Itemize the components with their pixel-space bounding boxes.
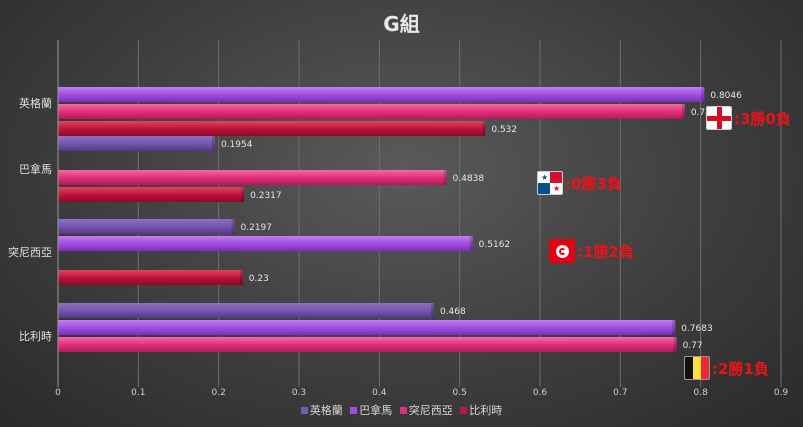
bar-tunisia-england — [58, 104, 685, 119]
england-record-badge: :3勝0負 — [706, 106, 791, 130]
bar-end-shade — [430, 303, 434, 318]
bar-tunisia-belgium — [58, 337, 677, 352]
bar-end-shade — [681, 104, 685, 119]
x-tick-label: 0.7 — [613, 388, 627, 398]
legend-item-panama: 巴拿馬 — [350, 402, 392, 418]
legend-item-tunisia: 突尼西亞 — [399, 402, 453, 418]
data-label: 0.468 — [440, 307, 466, 317]
bar-england-belgium — [58, 303, 434, 318]
data-label: 0.4838 — [453, 174, 485, 184]
bar-end-shade — [482, 121, 486, 136]
category-label: 巴拿馬 — [19, 162, 52, 176]
bar-panama-tunisia — [58, 236, 473, 251]
data-label: 0.532 — [491, 125, 517, 135]
data-label: 0.8046 — [710, 91, 742, 101]
bar-end-shade — [672, 320, 676, 335]
bar-end-shade — [231, 219, 235, 234]
bar-end-shade — [673, 337, 677, 352]
x-tick-label: 0.9 — [774, 388, 789, 398]
bar-end-shade — [469, 236, 473, 251]
bar-end-shade — [211, 136, 215, 151]
panama-record-badge: ★ ★ :0勝3負 — [537, 171, 622, 195]
bar-panama-england — [58, 87, 705, 102]
belgium-record-text: :2勝1負 — [712, 359, 769, 378]
bar-england-panama — [58, 136, 215, 151]
bar-tunisia-panama — [58, 170, 447, 185]
panama-record-text: :0勝3負 — [565, 174, 622, 193]
data-label: 0.23 — [249, 274, 269, 284]
belgium-flag-icon — [684, 356, 710, 380]
bar-end-shade — [701, 87, 705, 102]
category-label: 突尼西亞 — [8, 245, 52, 259]
data-label: 0.2197 — [240, 223, 272, 233]
belgium-record-badge: :2勝1負 — [684, 356, 769, 380]
x-tick-label: 0.6 — [533, 388, 548, 398]
category-label: 比利時 — [19, 330, 52, 343]
x-tick-label: 0.3 — [292, 388, 306, 398]
legend: 英格蘭 巴拿馬 突尼西亞 比利時 — [0, 402, 803, 418]
bar-belgium-england — [58, 121, 486, 136]
bar-end-shade — [443, 170, 447, 185]
tunisia-record-badge: :1勝2負 — [549, 239, 634, 263]
panama-flag-icon: ★ ★ — [537, 171, 563, 195]
bar-belgium-tunisia — [58, 270, 243, 285]
x-tick-label: 0.2 — [212, 388, 226, 398]
x-tick-label: 0.1 — [131, 388, 145, 398]
data-label: 0.7683 — [681, 324, 713, 334]
x-tick-label: 0.8 — [694, 388, 709, 398]
x-tick-label: 0.5 — [453, 388, 467, 398]
bar-belgium-panama — [58, 187, 245, 202]
england-flag-icon — [706, 106, 732, 130]
legend-item-belgium: 比利時 — [460, 402, 502, 418]
bar-panama-belgium — [58, 320, 676, 335]
tunisia-flag-icon — [549, 239, 575, 263]
tunisia-record-text: :1勝2負 — [577, 242, 634, 261]
data-label: 0.2317 — [250, 191, 281, 201]
category-label: 英格蘭 — [19, 96, 52, 110]
bar-end-shade — [239, 270, 243, 285]
data-label: 0.1954 — [221, 140, 253, 150]
legend-item-england: 英格蘭 — [300, 402, 343, 418]
data-label: 0.5162 — [479, 240, 511, 250]
bar-england-tunisia — [58, 219, 235, 234]
x-tick-label: 0 — [55, 388, 61, 398]
chart-title: G組 — [383, 12, 420, 36]
bar-end-shade — [241, 187, 245, 202]
england-record-text: :3勝0負 — [734, 109, 791, 128]
x-tick-label: 0.4 — [372, 388, 387, 398]
data-label: 0.77 — [683, 341, 703, 351]
